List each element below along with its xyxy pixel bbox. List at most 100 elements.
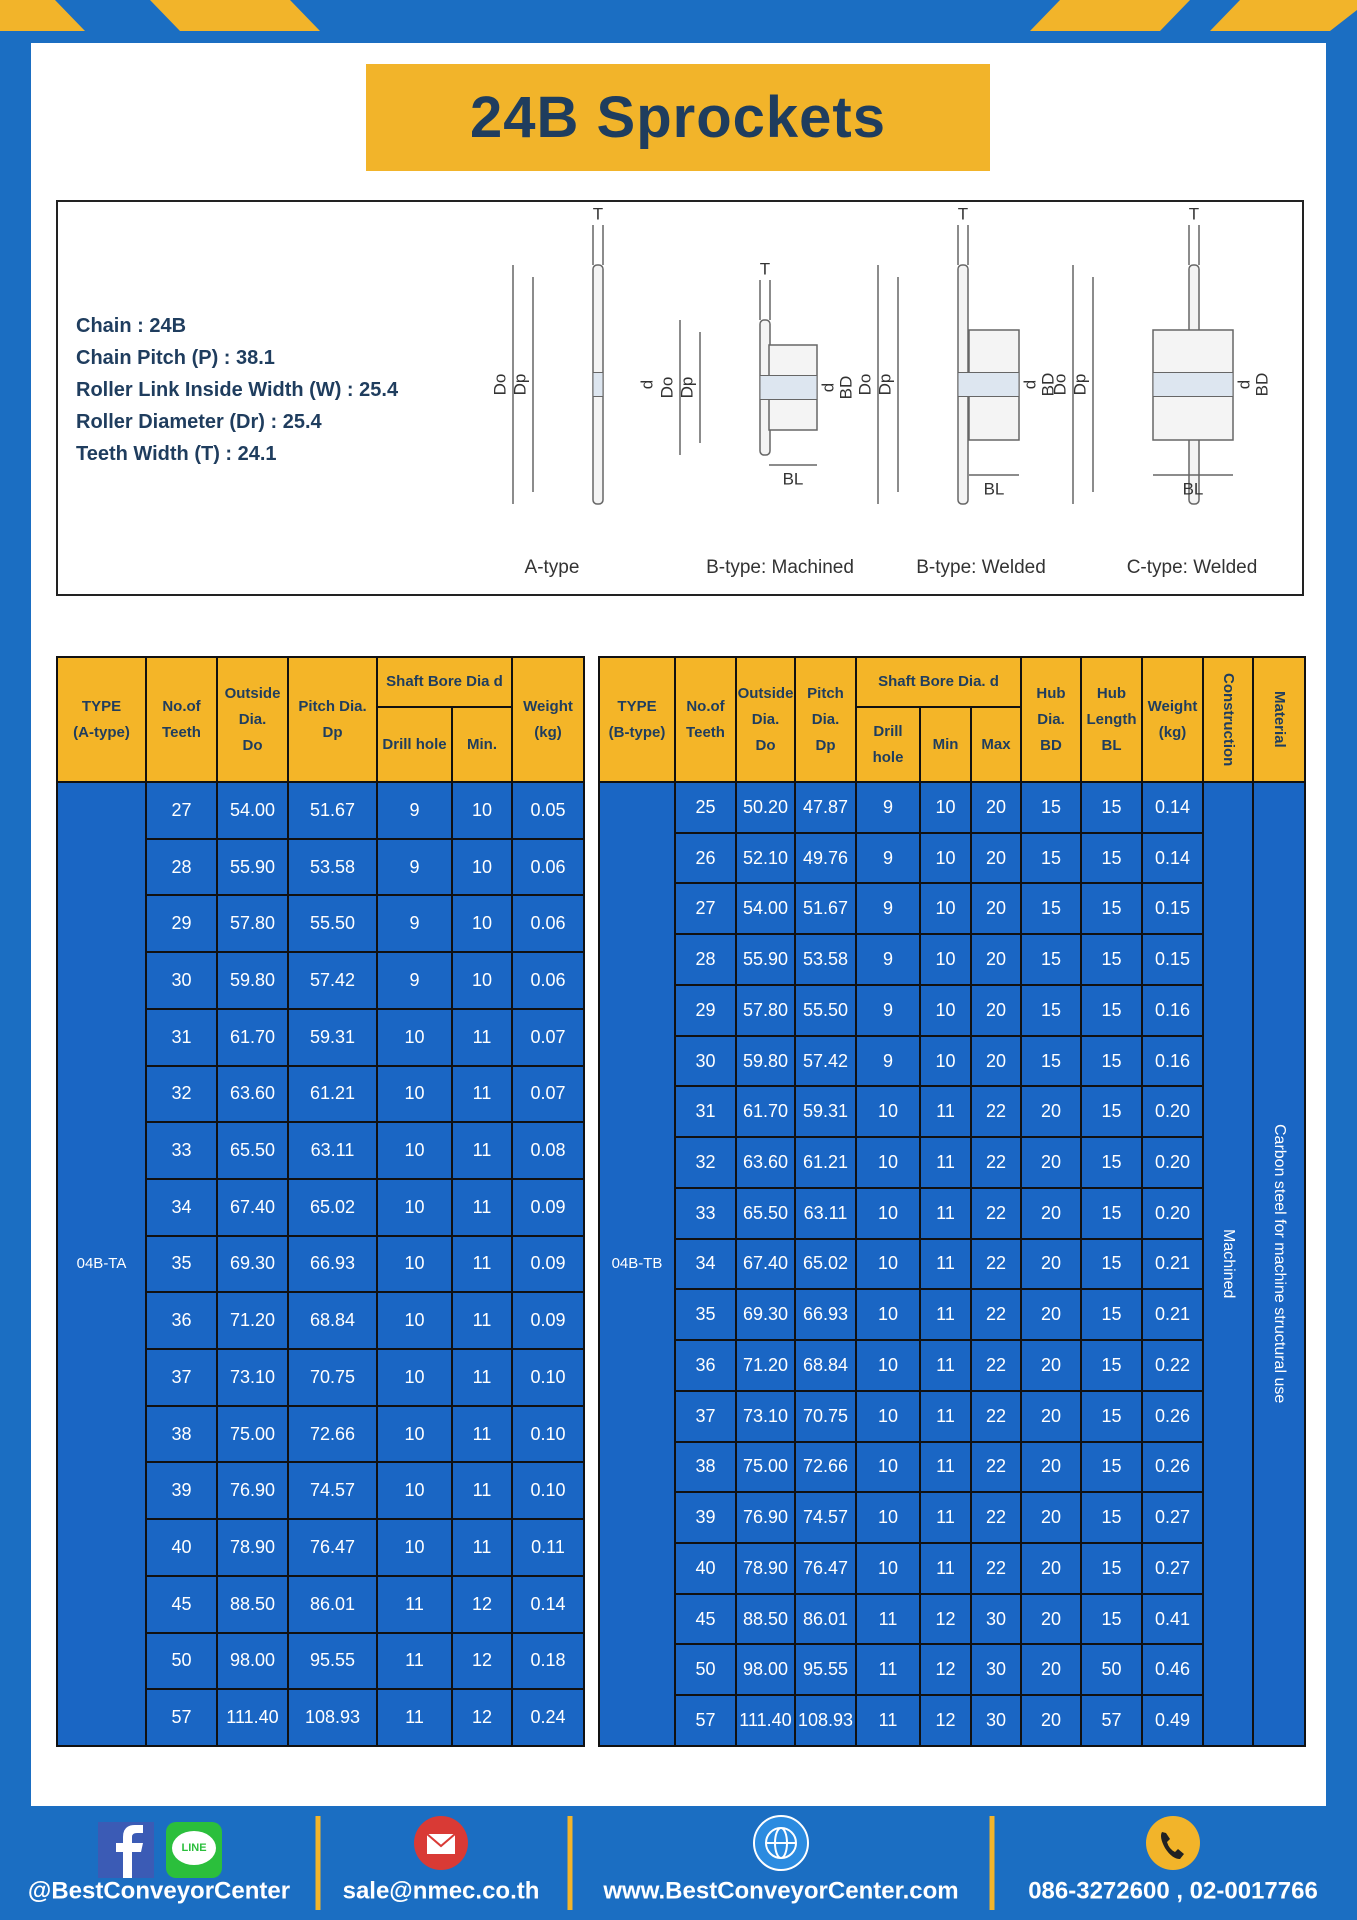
data-cell: 15	[1080, 1491, 1143, 1545]
data-cell: 11	[451, 1121, 513, 1180]
dim-label: T	[958, 204, 968, 223]
header-cell: No.of Teeth	[674, 656, 737, 783]
data-cell: 0.27	[1141, 1491, 1204, 1545]
data-cell: 12	[451, 1574, 513, 1634]
data-cell: 88.50	[735, 1592, 796, 1646]
data-cell: 12	[919, 1694, 972, 1747]
data-cell: 27	[145, 781, 218, 840]
data-row: 04B-TB 25 50.20 47.87 9 10 20 15 15 0.14 Machined C…	[598, 781, 1306, 1747]
data-cell: 0.27	[1141, 1542, 1204, 1595]
header-cell: Hub Length BL	[1080, 656, 1143, 783]
data-cell: 20	[1020, 1136, 1082, 1189]
header-text: Length	[1086, 710, 1137, 728]
data-row: 33 65.50 63.11 10 11 0.08	[57, 1121, 585, 1180]
data-cell: 66.93	[794, 1288, 857, 1342]
data-row: 27 54.00 51.67 9 10 20 15 15 0.15	[599, 882, 1305, 936]
data-cell: 10	[855, 1542, 921, 1595]
construction-cell: Machined	[1202, 781, 1254, 1747]
spec-line: Chain Pitch (P) : 38.1	[76, 347, 275, 369]
data-cell: 22	[970, 1186, 1022, 1240]
data-cell: 10	[376, 1404, 453, 1464]
data-cell: 111.40	[216, 1688, 289, 1747]
data-cell: 0.07	[511, 1064, 585, 1124]
title: 24B Sprockets	[470, 85, 886, 150]
data-cell: 0.10	[511, 1348, 585, 1407]
data-cell: 20	[1020, 1440, 1082, 1494]
data-cell: 33	[674, 1186, 737, 1240]
data-cell: 66.93	[287, 1234, 378, 1294]
contact-text: 086-3272600 , 02-0017766	[1028, 1877, 1318, 1904]
data-cell: 15	[1020, 831, 1082, 885]
data-cell: 69.30	[735, 1288, 796, 1342]
data-cell: 11	[919, 1389, 972, 1443]
data-cell: 12	[451, 1688, 513, 1747]
bore	[592, 372, 604, 397]
data-cell: 111.40	[735, 1694, 796, 1747]
data-row: 39 76.90 74.57 10 11 0.10	[57, 1461, 585, 1521]
data-cell: 32	[145, 1064, 218, 1124]
data-row: 35 69.30 66.93 10 11 22 20 15 0.21	[599, 1288, 1305, 1342]
data-cell: 73.10	[216, 1348, 289, 1407]
data-cell: 50.20	[735, 781, 796, 834]
data-cell: 10	[376, 1121, 453, 1180]
phone-glyph	[1161, 1832, 1184, 1859]
table-b: TYPE (B-type) No.of Teeth Outside Dia. Do Pitch…	[598, 656, 1306, 1747]
data-cell: 0.09	[511, 1291, 585, 1351]
header-text: BL	[1101, 736, 1122, 754]
stripe	[1210, 0, 1357, 31]
data-cell: 35	[674, 1288, 737, 1342]
data-cell: 25	[674, 781, 737, 834]
data-cell: 57	[145, 1688, 218, 1747]
data-row: 36 71.20 68.84 10 11 22 20 15 0.22	[599, 1339, 1305, 1392]
data-row: 32 63.60 61.21 10 11 22 20 15 0.20	[599, 1136, 1305, 1189]
data-row: 35 69.30 66.93 10 11 0.09	[57, 1234, 585, 1294]
header-text: Material	[1271, 691, 1288, 748]
title-box: 24B Sprockets	[366, 64, 990, 171]
data-cell: 15	[1080, 1440, 1143, 1494]
spec-line: Chain : 24B	[76, 315, 187, 337]
dim-label: Do	[490, 374, 509, 396]
header-cell: TYPE (B-type)	[598, 656, 676, 783]
stripe	[150, 0, 320, 31]
data-row: 30 59.80 57.42 9 10 20 15 15 0.16	[599, 1034, 1305, 1088]
data-cell: 0.21	[1141, 1288, 1204, 1342]
diagram-caption: B-type: Machined	[706, 557, 854, 578]
data-cell: 35	[145, 1234, 218, 1294]
header-text: Outside	[224, 684, 281, 702]
phone-icon	[1146, 1816, 1200, 1870]
data-cell: 0.22	[1141, 1339, 1204, 1392]
data-cell: 0.14	[511, 1574, 585, 1634]
data-cell: 10	[919, 831, 972, 885]
data-cell: 65.50	[735, 1186, 796, 1240]
data-cell: 10	[376, 1177, 453, 1237]
header-row: TYPE (A-type) No.of Teeth Outside Dia. Do Pitch…	[56, 656, 585, 783]
data-cell: 20	[1020, 1186, 1082, 1240]
data-row: 38 75.00 72.66 10 11 22 20 15 0.26	[599, 1440, 1305, 1494]
data-cell: 59.31	[287, 1007, 378, 1067]
header-cell: No.of Teeth	[145, 656, 218, 783]
data-cell: 65.02	[794, 1237, 857, 1291]
data-cell: 11	[451, 1064, 513, 1124]
data-cell: 15	[1080, 1542, 1143, 1595]
stripe	[0, 0, 85, 31]
table-a: TYPE (A-type) No.of Teeth Outside Dia. Do Pitch…	[56, 656, 585, 1747]
header-text: Weight	[1147, 697, 1198, 715]
data-cell: 0.20	[1141, 1085, 1204, 1139]
data-cell: 57	[674, 1694, 737, 1747]
data-cell: 0.07	[511, 1007, 585, 1067]
contact-text: @BestConveyorCenter	[28, 1877, 290, 1904]
data-cell: 20	[1020, 1288, 1082, 1342]
header-cell: Pitch Dia. Dp	[287, 656, 378, 783]
dim-label: BD	[1038, 373, 1057, 397]
bore	[1152, 372, 1234, 397]
data-cell: 28	[145, 837, 218, 897]
data-cell: 63.11	[794, 1186, 857, 1240]
data-cell: 29	[674, 983, 737, 1037]
header-text: (A-type)	[73, 723, 130, 741]
data-cell: 63.60	[735, 1136, 796, 1189]
header-cell: Min.	[451, 706, 513, 783]
dim-label: Dp	[875, 374, 894, 396]
header-text: Pitch Dia.	[298, 697, 367, 715]
data-cell: 31	[674, 1085, 737, 1139]
